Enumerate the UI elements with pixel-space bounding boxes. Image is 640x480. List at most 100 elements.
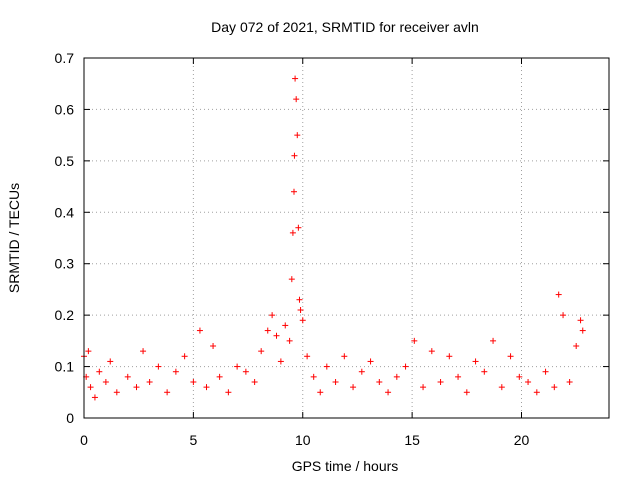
data-point [428, 348, 435, 355]
data-point [140, 348, 147, 355]
data-point [113, 389, 120, 396]
data-point [297, 307, 304, 313]
data-point [87, 384, 94, 391]
data-point [296, 296, 303, 303]
data-point [102, 379, 109, 385]
y-tick-label: 0.6 [55, 101, 75, 117]
data-point [107, 358, 114, 365]
data-point [291, 152, 298, 159]
data-point [155, 363, 162, 370]
data-point [289, 229, 296, 236]
data-points [81, 75, 586, 401]
chart-title: Day 072 of 2021, SRMTID for receiver avl… [211, 19, 479, 35]
data-point [498, 384, 505, 391]
y-tick-label: 0.1 [55, 359, 75, 375]
data-point [367, 358, 374, 365]
data-point [293, 96, 300, 103]
data-point [291, 188, 297, 195]
y-tick-label: 0.5 [55, 153, 75, 169]
data-point [542, 368, 549, 375]
data-point [393, 373, 400, 380]
data-point [146, 379, 153, 385]
plot-frame [83, 57, 610, 419]
data-point [242, 368, 249, 375]
x-tick-label: 15 [404, 432, 420, 448]
data-point [525, 379, 532, 385]
x-axis-label: GPS time / hours [292, 458, 399, 474]
data-point [560, 312, 567, 319]
data-point [292, 75, 299, 82]
data-point [566, 379, 573, 385]
data-point [411, 337, 418, 344]
data-point [85, 348, 92, 355]
data-point [437, 379, 444, 385]
data-point [579, 327, 586, 334]
data-point [555, 291, 562, 298]
data-point [196, 327, 203, 334]
data-point [258, 348, 265, 355]
y-axis-label: SRMTID / TECUs [6, 183, 22, 293]
data-point [385, 389, 392, 396]
data-point [323, 363, 330, 370]
data-point [286, 337, 293, 344]
data-point [358, 368, 365, 375]
x-tick-label: 0 [80, 432, 88, 448]
data-point [172, 368, 179, 375]
y-tick-label: 0 [66, 410, 74, 426]
data-point [446, 353, 453, 360]
data-point [481, 368, 488, 375]
data-point [282, 322, 289, 329]
data-point [507, 353, 514, 360]
data-point [317, 389, 324, 396]
data-point [181, 353, 188, 360]
data-point [490, 337, 497, 344]
data-point [225, 389, 232, 396]
data-point [463, 389, 470, 396]
data-point [203, 384, 210, 391]
y-tick-label: 0.3 [55, 256, 75, 272]
data-point [341, 353, 348, 360]
data-point [420, 384, 427, 391]
grid-lines [84, 58, 609, 418]
data-point [124, 373, 131, 380]
x-tick-label: 10 [295, 432, 311, 448]
y-tick-label: 0.7 [55, 50, 75, 66]
data-point [294, 132, 301, 139]
data-point [516, 373, 523, 380]
data-point [277, 358, 284, 365]
data-point [216, 373, 223, 380]
data-point [304, 353, 311, 360]
data-point [273, 332, 280, 339]
data-point [376, 379, 383, 385]
data-point [190, 379, 197, 385]
data-point [288, 276, 295, 283]
data-point [91, 394, 98, 401]
x-tick-label: 5 [189, 432, 197, 448]
data-point [264, 327, 271, 334]
x-axis-ticks: 0 5 10 15 20 [80, 58, 529, 448]
data-point [210, 343, 217, 349]
data-point [573, 343, 580, 349]
data-point [251, 379, 258, 385]
y-axis-ticks: 0 0.1 0.2 0.3 0.4 0.5 0.6 0.7 [55, 50, 609, 426]
data-point [299, 317, 306, 324]
data-point [472, 358, 479, 365]
data-point [234, 363, 241, 370]
data-point [332, 379, 339, 385]
y-tick-label: 0.2 [55, 307, 75, 323]
data-point [295, 224, 302, 231]
y-tick-label: 0.4 [55, 204, 75, 220]
data-point [551, 384, 558, 391]
data-point [533, 389, 540, 396]
data-point [455, 373, 462, 380]
data-point [269, 312, 276, 319]
data-point [310, 373, 317, 380]
data-point [402, 363, 409, 370]
x-tick-label: 20 [514, 432, 530, 448]
data-point [350, 384, 357, 391]
data-point [96, 368, 103, 375]
data-point [164, 389, 171, 396]
data-point [133, 384, 140, 391]
data-point [577, 317, 584, 324]
